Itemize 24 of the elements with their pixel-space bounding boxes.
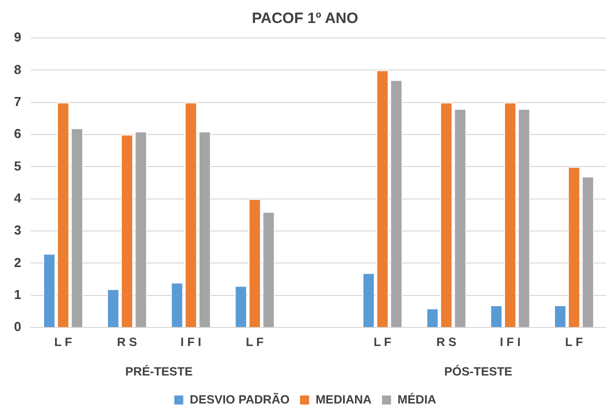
y-tick-label: 3 [14, 222, 22, 238]
y-tick-label: 6 [14, 126, 22, 142]
text: PRÉ-TESTE [125, 364, 193, 378]
x-tick-label: L F [246, 335, 264, 350]
legend-label: MEDIANA [316, 392, 372, 406]
y-tick-label: 4 [14, 190, 22, 206]
y-tick-label: 0 [14, 319, 22, 334]
y-tick-label: 7 [14, 94, 22, 109]
x-tick-label: R S [436, 335, 456, 350]
legend-label: MÉDIA [398, 392, 437, 406]
x-tick-label: L F [565, 335, 583, 350]
y-tick-label: 1 [14, 287, 22, 302]
chart-title: PACOF 1º ANO [252, 10, 358, 28]
y-tick-label: 9 [14, 30, 22, 45]
x-tick-label: L F [54, 335, 72, 350]
y-tick-label: 5 [14, 158, 22, 174]
legend-label: DESVIO PADRÃO [190, 392, 290, 406]
x-tick-label: I F I [500, 335, 521, 350]
y-tick-label: 8 [14, 62, 22, 77]
x-tick-label: I F I [180, 335, 202, 350]
y-tick-label: 2 [14, 254, 22, 270]
x-tick-label: R S [117, 335, 138, 350]
x-tick-label: L F [374, 335, 392, 350]
text: PÓS-TESTE [444, 364, 512, 378]
